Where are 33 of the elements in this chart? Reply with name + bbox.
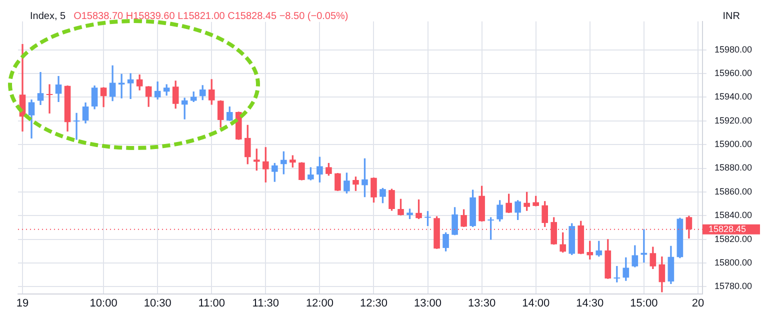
y-tick-label: 15800.00	[714, 257, 752, 268]
candlestick	[127, 73, 134, 99]
x-tick-label: 12:00	[306, 297, 334, 310]
y-tick-label: 15880.00	[714, 162, 752, 173]
candlestick	[73, 112, 80, 140]
x-tick-label: 12:30	[360, 297, 388, 310]
y-tick-label: 15860.00	[714, 186, 752, 196]
x-tick-label: 20	[692, 297, 704, 310]
x-tick-label: 19	[16, 297, 29, 310]
y-tick-label: 15960.00	[714, 68, 752, 78]
candlestick	[46, 84, 53, 114]
y-tick-label: 15820.00	[714, 234, 752, 244]
ref-line-label: 15828.45	[708, 224, 746, 234]
x-tick-label: 14:00	[522, 297, 550, 310]
y-tick-label: 15780.00	[714, 281, 752, 292]
annotation: O15838.70 H15839.60 L15821.00 C15828.45 −8.50 (−0.05%)	[74, 11, 348, 22]
x-tick-label: 11:30	[252, 297, 280, 310]
x-tick-label: 10:30	[144, 297, 172, 310]
candlestick	[118, 74, 125, 98]
y-axis-title: INR	[722, 11, 740, 22]
candlestick	[37, 72, 44, 105]
y-tick-label: 15940.00	[714, 92, 752, 102]
chart-title: Index, 5	[30, 11, 66, 22]
x-tick-label: 13:00	[414, 297, 442, 310]
y-tick-label: 15980.00	[714, 44, 752, 54]
y-tick-label: 15840.00	[714, 210, 752, 220]
x-tick-label: 15:00	[630, 297, 658, 310]
y-tick-label: 15900.00	[714, 139, 752, 150]
x-tick-label: 10:00	[90, 297, 118, 310]
x-tick-label: 13:30	[468, 297, 496, 310]
x-tick-label: 11:00	[198, 297, 225, 310]
x-tick-label: 14:30	[576, 297, 604, 310]
y-tick-label: 15920.00	[714, 115, 752, 126]
